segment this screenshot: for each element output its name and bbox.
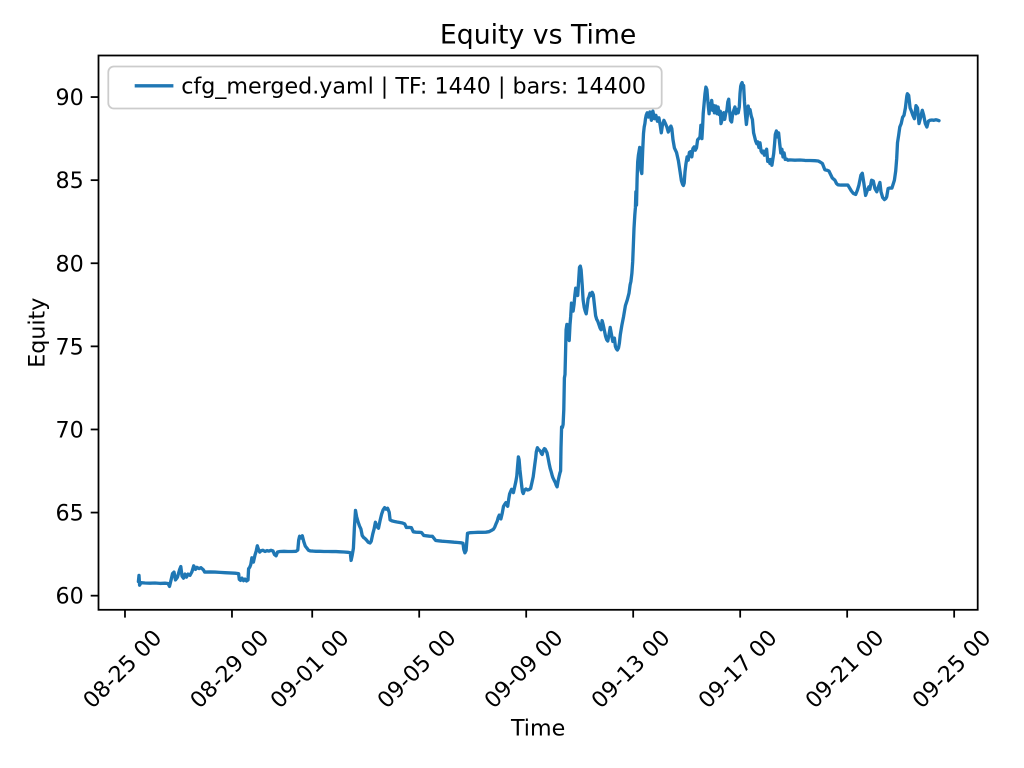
y-tick-label: 60	[55, 584, 83, 610]
x-tick-label: 09-01 00	[266, 625, 355, 714]
y-tick-label: 65	[55, 501, 83, 527]
x-tick-label: 09-09 00	[480, 625, 569, 714]
y-tick-label: 85	[55, 168, 83, 194]
y-axis-label: Equity	[25, 298, 51, 368]
y-tick-label: 70	[55, 417, 83, 443]
x-tick-label: 09-21 00	[800, 625, 889, 714]
equity-curve	[136, 80, 941, 589]
y-tick-label: 80	[55, 251, 83, 277]
y-ticks: 60 65 70 75 80 85 90	[55, 85, 99, 610]
plot-border	[97, 54, 979, 611]
x-tick-label: 08-29 00	[185, 625, 274, 714]
x-axis-label: Time	[510, 716, 565, 742]
x-tick-label: 09-25 00	[907, 625, 996, 714]
x-tick-label: 09-05 00	[373, 625, 462, 714]
y-axis: 60 65 70 75 80 85 90 Equity	[25, 85, 99, 610]
chart-title: Equity vs Time	[440, 20, 636, 51]
x-tick-label: 09-13 00	[587, 625, 676, 714]
y-tick-label: 90	[55, 85, 83, 111]
legend-label: cfg_merged.yaml | TF: 1440 | bars: 14400	[181, 74, 646, 100]
legend: cfg_merged.yaml | TF: 1440 | bars: 14400	[107, 65, 663, 110]
y-tick-label: 75	[55, 334, 83, 360]
legend-box	[107, 65, 663, 110]
x-tick-label: 08-25 00	[78, 625, 167, 714]
x-tick-label: 09-17 00	[693, 625, 782, 714]
